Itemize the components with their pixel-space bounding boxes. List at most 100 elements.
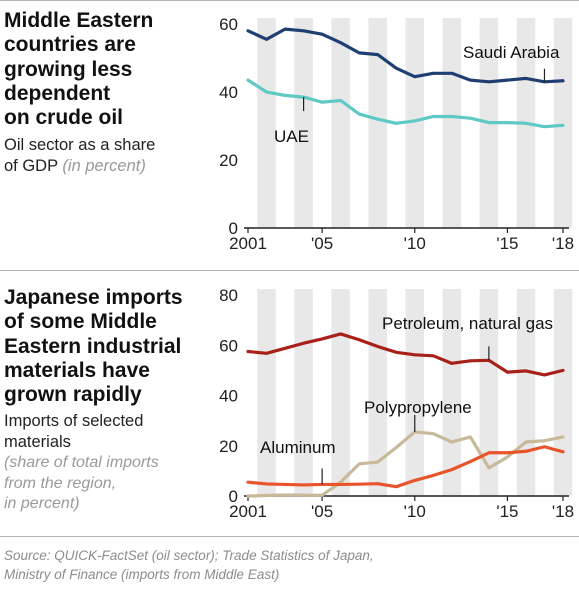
series-line-saudi-arabia [246, 27, 565, 84]
top-title-line: growing less [4, 57, 133, 81]
data-point-uae-2006 [339, 99, 342, 102]
x-tick-label-2010: '10 [404, 502, 426, 521]
year-stripe-2006 [331, 18, 350, 228]
bottom-title-line: of some Middle [4, 310, 157, 334]
data-point-polypropylene-2008 [376, 460, 380, 464]
data-point-saudi-arabia-2002 [265, 38, 268, 41]
data-point-saudi-arabia-2016 [524, 77, 528, 80]
data-point-saudi-arabia-2001 [246, 29, 250, 33]
data-point-petroleum-natural-gas-2003 [283, 346, 287, 350]
data-point-polypropylene-2002 [265, 494, 268, 497]
data-point-saudi-arabia-2006 [339, 41, 342, 44]
y-tick-label-20: 20 [219, 151, 238, 170]
data-point-petroleum-natural-gas-2015 [506, 370, 509, 374]
top-title-line: countries are [4, 33, 136, 57]
x-tick-label-2018: '18 [552, 234, 574, 253]
y-tick-label-0: 0 [229, 219, 238, 238]
series-line-petroleum-natural-gas [246, 332, 565, 377]
top-subtitle-unit: of GDP [4, 157, 58, 176]
top-text-block: Middle Eastern countries are growing les… [4, 9, 204, 177]
data-point-aluminum-2009 [394, 485, 398, 489]
year-stripe-2010 [405, 18, 425, 228]
y-tick-label-20: 20 [219, 437, 238, 456]
data-point-uae-2014 [487, 121, 491, 124]
y-tick-label-80: 80 [219, 286, 238, 305]
data-point-uae-2001 [246, 78, 250, 82]
data-point-uae-2018 [561, 124, 565, 127]
source-line: Source: QUICK-FactSet (oil sector); Trad… [4, 548, 374, 563]
data-point-saudi-arabia-2007 [357, 51, 361, 55]
data-point-polypropylene-2009 [394, 446, 398, 449]
x-tick-label-2001: 2001 [229, 502, 267, 521]
data-point-petroleum-natural-gas-2013 [469, 359, 472, 363]
y-tick-label-60: 60 [219, 336, 238, 355]
data-point-petroleum-natural-gas-2001 [246, 350, 250, 353]
data-point-saudi-arabia-2012 [450, 72, 454, 75]
data-point-aluminum-2014 [487, 451, 491, 455]
top-subtitle-line: of GDP (in percent) [4, 156, 204, 177]
series-line-uae [246, 78, 565, 129]
x-tick-label-2005: '05 [311, 234, 333, 253]
data-point-polypropylene-2005 [320, 493, 324, 497]
x-tick-label-2015: '15 [496, 234, 518, 253]
year-stripe-2010 [405, 289, 425, 496]
data-point-polypropylene-2004 [302, 493, 305, 497]
data-point-aluminum-2013 [469, 460, 472, 463]
data-point-polypropylene-2012 [450, 440, 454, 444]
data-point-petroleum-natural-gas-2008 [376, 345, 380, 348]
data-point-uae-2008 [376, 117, 380, 121]
year-stripe-2014 [479, 289, 499, 496]
data-point-saudi-arabia-2008 [376, 53, 380, 56]
bottom-subtitle-line: materials [4, 433, 71, 452]
data-point-uae-2016 [524, 121, 528, 125]
series-label-aluminum: Aluminum [260, 438, 336, 457]
data-point-aluminum-2001 [246, 480, 250, 484]
data-point-petroleum-natural-gas-2006 [339, 332, 342, 336]
data-point-aluminum-2017 [543, 445, 546, 449]
data-point-saudi-arabia-2018 [561, 79, 565, 83]
data-point-saudi-arabia-2009 [394, 66, 398, 70]
series-label-uae: UAE [274, 127, 309, 146]
data-point-polypropylene-2015 [506, 455, 509, 459]
data-point-uae-2007 [357, 112, 361, 116]
data-point-petroleum-natural-gas-2012 [450, 362, 454, 365]
year-stripe-2002 [257, 18, 276, 228]
data-point-petroleum-natural-gas-2004 [302, 341, 305, 345]
data-point-petroleum-natural-gas-2010 [413, 353, 417, 357]
data-point-saudi-arabia-2014 [487, 80, 491, 84]
year-stripe-2002 [257, 289, 276, 496]
bottom-title-line: grown rapidly [4, 383, 142, 407]
year-stripe-2004 [294, 289, 313, 496]
x-tick-label-2005: '05 [311, 502, 333, 521]
data-point-aluminum-2006 [339, 483, 342, 486]
bottom-divider [0, 536, 579, 537]
x-tick-label-2018: '18 [552, 502, 574, 521]
data-point-petroleum-natural-gas-2007 [357, 338, 361, 342]
data-point-uae-2003 [283, 94, 287, 97]
data-point-saudi-arabia-2004 [302, 29, 305, 33]
data-point-uae-2010 [413, 119, 417, 123]
data-point-petroleum-natural-gas-2014 [487, 359, 491, 362]
data-point-polypropylene-2001 [246, 494, 250, 498]
data-point-polypropylene-2017 [543, 439, 546, 443]
data-point-polypropylene-2016 [524, 440, 528, 444]
bottom-note-line: in percent) [4, 495, 80, 513]
source-note: Source: QUICK-FactSet (oil sector); Trad… [4, 546, 564, 584]
top-title-line: dependent [4, 81, 111, 105]
data-point-polypropylene-2007 [357, 462, 361, 466]
data-point-saudi-arabia-2005 [320, 32, 324, 36]
year-stripe-2018 [553, 18, 573, 228]
data-point-polypropylene-2006 [339, 480, 342, 484]
year-stripe-2012 [442, 289, 462, 496]
data-point-polypropylene-2018 [561, 435, 565, 439]
data-point-polypropylene-2014 [487, 466, 491, 470]
bottom-text-block: Japanese imports of some Middle Eastern … [4, 286, 214, 515]
data-point-petroleum-natural-gas-2017 [543, 373, 546, 377]
series-label-polypropylene: Polypropylene [364, 398, 472, 417]
top-title-line: on crude oil [4, 106, 124, 130]
data-point-aluminum-2016 [524, 449, 528, 453]
x-tick-label-2015: '15 [496, 502, 518, 521]
data-point-uae-2012 [450, 115, 454, 118]
top-title-line: Middle Eastern [4, 9, 154, 32]
data-point-saudi-arabia-2013 [469, 78, 472, 82]
